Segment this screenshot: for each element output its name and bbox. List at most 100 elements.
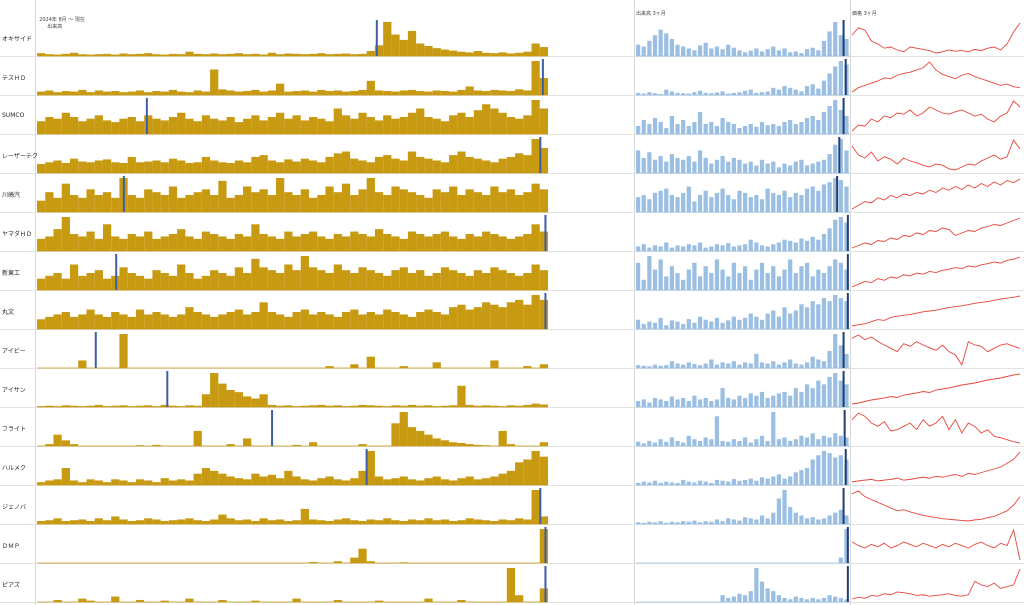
volume-3m-bar xyxy=(810,597,815,602)
volume-3m-bar xyxy=(731,316,736,329)
volume-long-bar xyxy=(193,162,202,173)
volume-long-bar xyxy=(226,518,235,524)
volume-long-bar xyxy=(432,406,441,407)
volume-long-bar xyxy=(111,236,120,251)
volume-long-bar xyxy=(292,91,301,95)
volume-long-bar xyxy=(531,43,540,56)
volume-3m-bar xyxy=(776,167,782,173)
volume-3m-bar xyxy=(816,88,821,95)
volume-long-bar xyxy=(119,314,128,329)
volume-3m-bar xyxy=(833,596,838,602)
volume-3m-bar xyxy=(816,599,821,602)
volume-long-bar xyxy=(473,236,483,251)
volume-long-bar xyxy=(531,295,540,329)
volume-3m-bar xyxy=(669,247,675,251)
volume-long-bar xyxy=(383,479,392,485)
volume-3m-bar xyxy=(844,39,849,56)
volume-long-bar xyxy=(94,115,103,134)
volume-long-bar xyxy=(399,405,408,407)
volume-long-bar xyxy=(193,405,202,407)
volume-long-chart xyxy=(37,410,548,447)
volume-long-bar xyxy=(152,482,161,485)
volume-long-bar xyxy=(218,473,227,485)
volume-long-bar xyxy=(399,412,408,446)
volume-long-bar xyxy=(440,267,450,290)
volume-3m-bar xyxy=(737,245,742,251)
volume-3m-chart xyxy=(636,449,850,486)
volume-long-bar xyxy=(424,197,433,212)
volume-3m-bar xyxy=(726,161,731,173)
volume-long-bar xyxy=(218,236,227,251)
volume-long-bar xyxy=(515,153,524,173)
price-3m-line xyxy=(851,217,1021,249)
volume-3m-bar xyxy=(641,324,646,329)
volume-3m-bar xyxy=(754,269,759,290)
volume-long-bar xyxy=(193,53,202,56)
price-3m-line xyxy=(851,139,1021,171)
volume-long-bar xyxy=(416,405,425,407)
volume-3m-bar xyxy=(726,518,731,524)
volume-3m-bar xyxy=(821,273,827,290)
volume-long-marker xyxy=(94,332,97,368)
volume-3m-bar xyxy=(799,304,804,329)
volume-long-bar xyxy=(152,270,161,290)
volume-long-bar xyxy=(424,45,433,56)
volume-long-bar xyxy=(333,234,342,251)
volume-long-bar xyxy=(515,236,524,251)
volume-3m-bar xyxy=(799,91,804,95)
volume-3m-bar xyxy=(793,242,798,251)
price-3m-line xyxy=(851,22,1021,54)
volume-3m-bar xyxy=(675,363,680,368)
volume-long-bar xyxy=(193,312,202,329)
row-divider xyxy=(0,485,1024,486)
volume-3m-bar xyxy=(765,273,770,290)
volume-3m-bar xyxy=(844,437,849,446)
volume-3m-bar xyxy=(652,118,658,134)
volume-3m-bar xyxy=(821,384,827,407)
volume-long-bar xyxy=(366,312,375,329)
volume-long-bar xyxy=(226,312,235,329)
volume-3m-bar xyxy=(743,192,748,213)
volume-3m-bar xyxy=(833,334,838,368)
volume-long-bar xyxy=(135,599,145,602)
volume-long-bar xyxy=(325,366,334,368)
volume-3m-bar xyxy=(681,479,686,485)
volume-long-bar xyxy=(193,192,202,212)
price-3m-line xyxy=(851,334,1021,367)
volume-long-bar xyxy=(300,54,309,56)
volume-3m-bar xyxy=(641,195,646,212)
volume-long-bar xyxy=(416,108,425,134)
volume-long-bar xyxy=(201,275,211,290)
stock-name-label: 川崎汽 xyxy=(2,191,21,199)
volume-long-bar xyxy=(490,476,499,485)
volume-3m-bar xyxy=(664,400,669,407)
volume-long-bar xyxy=(284,470,293,485)
volume-long-bar xyxy=(292,236,301,251)
volume-long-bar xyxy=(391,236,400,251)
volume-long-bar xyxy=(78,54,87,56)
volume-3m-marker xyxy=(842,332,845,368)
volume-long-bar xyxy=(152,192,161,212)
volume-long-bar xyxy=(333,479,342,485)
volume-long-bar xyxy=(333,90,342,95)
volume-3m-bar xyxy=(788,359,793,368)
volume-long-bar xyxy=(482,160,491,173)
volume-long-bar xyxy=(135,520,145,524)
volume-3m-bar xyxy=(788,476,793,485)
volume-long-bar xyxy=(498,112,507,134)
volume-long-bar xyxy=(53,229,62,251)
volume-3m-bar xyxy=(838,61,843,95)
volume-long-bar xyxy=(144,189,153,212)
volume-long-bar xyxy=(473,110,483,134)
volume-long-bar xyxy=(407,89,417,95)
volume-3m-bar xyxy=(816,455,821,485)
volume-3m-bar xyxy=(799,122,804,134)
volume-long-bar xyxy=(78,197,87,212)
volume-long-bar xyxy=(45,162,54,173)
volume-long-bar xyxy=(210,195,219,212)
volume-long-bar xyxy=(440,405,450,407)
volume-3m-bar xyxy=(737,480,742,485)
volume-3m-bar xyxy=(714,46,720,56)
volume-long-bar xyxy=(276,478,285,485)
volume-3m-bar xyxy=(788,259,793,290)
